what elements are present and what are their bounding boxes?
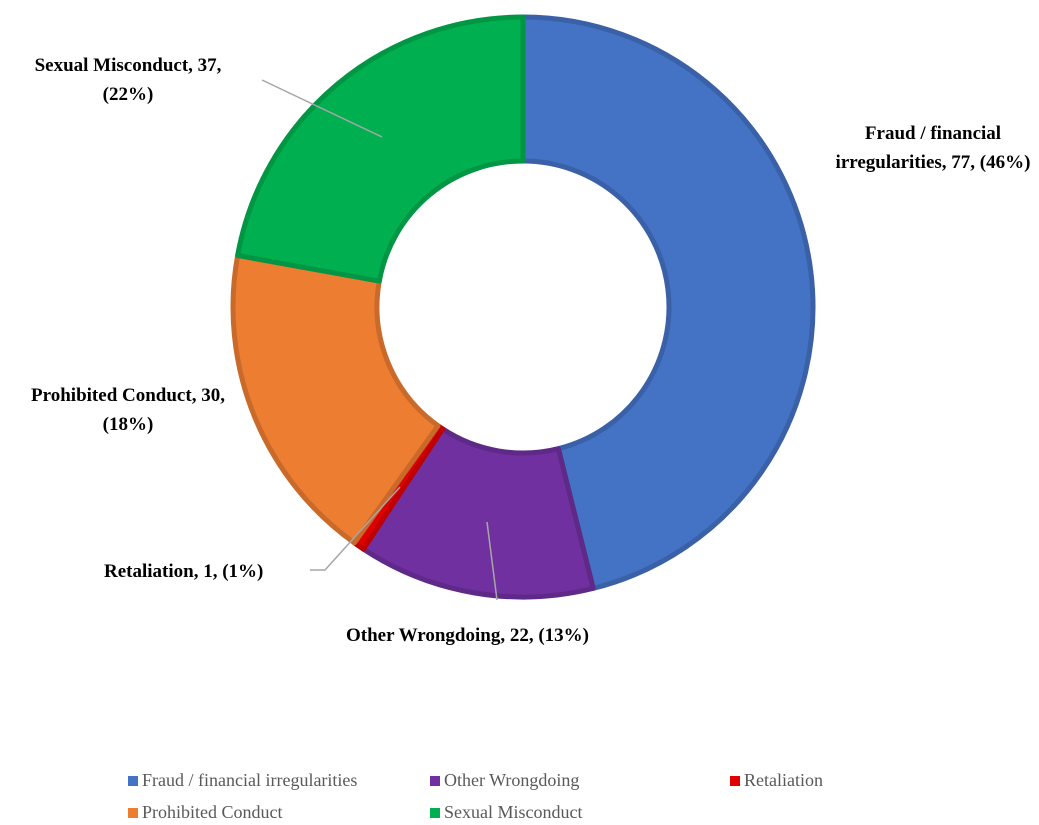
- legend-label: Other Wrongdoing: [444, 770, 580, 790]
- legend-swatch: [430, 775, 440, 786]
- legend-label: Fraud / financial irregularities: [142, 770, 358, 790]
- legend-swatch: [128, 775, 138, 786]
- donut-segment: [235, 14, 526, 284]
- legend-item: Prohibited Conduct: [128, 802, 283, 823]
- leader-line: [261, 79, 383, 138]
- data-label: Sexual Misconduct, 37, (22%): [34, 55, 222, 105]
- leader-line: [310, 486, 401, 571]
- legend-swatch: [430, 807, 440, 818]
- legend-swatch: [128, 807, 138, 818]
- legend-label: Retaliation: [744, 770, 823, 790]
- legend-item: Fraud / financial irregularities: [128, 770, 357, 791]
- donut-segment: [230, 252, 441, 546]
- legend-label: Prohibited Conduct: [142, 802, 283, 822]
- legend-item: Other Wrongdoing: [430, 770, 579, 791]
- data-label: Fraud / financial irregularities, 77, (4…: [835, 123, 1031, 173]
- data-label: Prohibited Conduct, 30, (18%): [31, 385, 225, 435]
- data-label: Other Wrongdoing, 22, (13%): [346, 625, 589, 646]
- data-label: Retaliation, 1, (1%): [104, 561, 264, 582]
- legend-item: Sexual Misconduct: [430, 802, 582, 823]
- donut-segment: [520, 14, 816, 591]
- leader-line: [486, 521, 498, 601]
- legend-swatch: [730, 775, 740, 786]
- legend-label: Sexual Misconduct: [444, 802, 583, 822]
- legend-item: Retaliation: [730, 770, 823, 791]
